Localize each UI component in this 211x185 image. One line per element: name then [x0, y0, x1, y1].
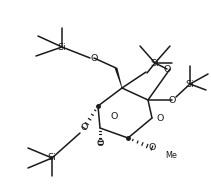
Text: Si: Si: [58, 43, 66, 51]
Text: O: O: [110, 112, 118, 120]
Text: O: O: [157, 114, 164, 122]
Text: O: O: [168, 95, 176, 105]
Text: Si: Si: [186, 80, 194, 88]
Polygon shape: [115, 68, 122, 88]
Text: Si: Si: [151, 58, 159, 68]
Text: Si: Si: [48, 154, 56, 162]
Text: O: O: [148, 144, 156, 152]
Text: O: O: [163, 65, 171, 73]
Text: O: O: [80, 124, 88, 132]
Text: Me: Me: [165, 151, 177, 159]
Text: O: O: [96, 139, 104, 149]
Text: O: O: [90, 53, 98, 63]
